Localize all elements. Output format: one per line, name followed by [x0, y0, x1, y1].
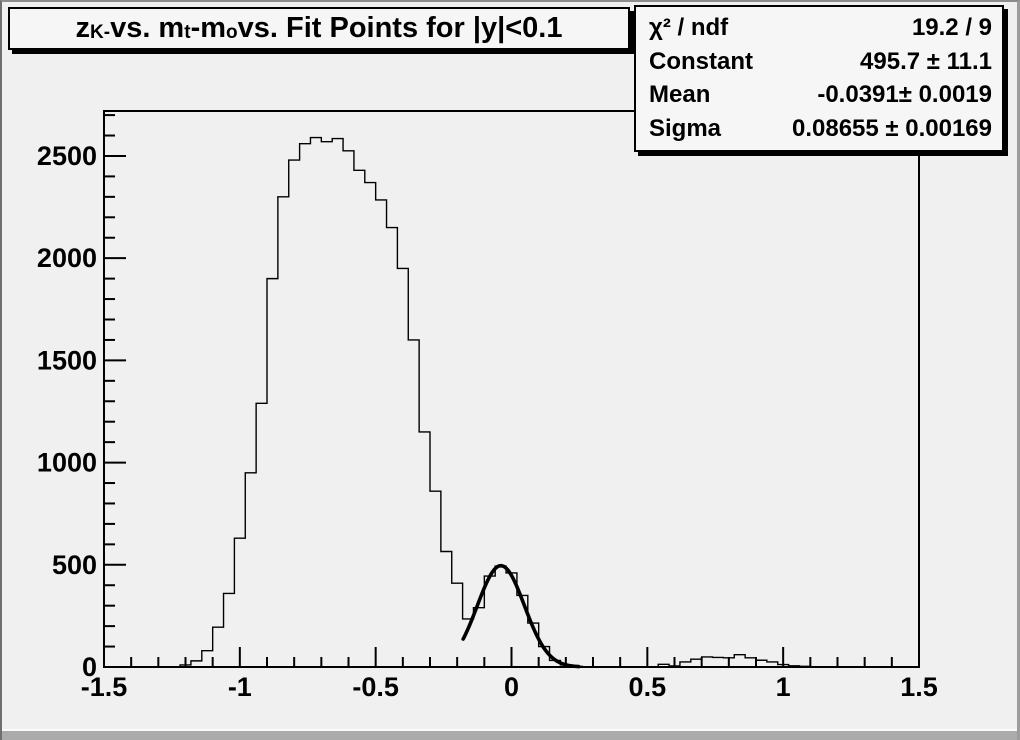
x-tick-label: -0.5 [352, 672, 399, 702]
y-tick-label: 2000 [37, 243, 97, 273]
gaussian-fit-curve [461, 563, 581, 669]
x-tick-label: 1 [776, 672, 791, 702]
x-tick-label: 1.5 [900, 672, 938, 702]
fit-stats-box: χ² / ndf 19.2 / 9 Constant 495.7 ± 11.1 … [634, 5, 1004, 152]
stats-value: 19.2 / 9 [911, 13, 992, 41]
y-tick-label: 2500 [37, 141, 97, 171]
stats-value: 495.7 ± 11.1 [860, 47, 992, 75]
stats-row-chi2: χ² / ndf 19.2 / 9 [649, 13, 992, 41]
title-text-part: vs. m [110, 12, 185, 44]
stats-row-sigma: Sigma 0.08655 ± 0.00169 [649, 117, 992, 141]
title-text-part: vs. Fit Points for |y|<0.1 [237, 12, 563, 44]
window-bottom-border [2, 729, 1017, 740]
title-text-part: -m [190, 12, 227, 44]
y-tick-label: 1500 [37, 345, 97, 375]
y-tick-label: 0 [82, 652, 97, 682]
stats-value: -0.0391± 0.0019 [817, 81, 992, 109]
title-subscript: o [226, 21, 238, 43]
x-tick-label: -1.5 [81, 672, 128, 702]
stats-label: Mean [649, 81, 711, 109]
x-tick-label: -1 [228, 672, 252, 702]
plot-frame [103, 110, 920, 668]
stats-label: χ² / ndf [649, 13, 729, 41]
stats-row-constant: Constant 495.7 ± 11.1 [649, 47, 992, 75]
stats-label: Sigma [649, 115, 722, 143]
histogram-line [104, 136, 919, 668]
title-subscript: t [184, 21, 191, 43]
stats-value: 0.08655 ± 0.00169 [791, 115, 992, 143]
x-tick-label: 0.5 [629, 672, 667, 702]
y-tick-label: 1000 [37, 448, 97, 478]
x-tick-label: 0 [504, 672, 519, 702]
histogram-title-box: z K- vs. m t -m o vs. Fit Points for |y|<0.1 [8, 7, 630, 50]
title-subscript: K- [90, 21, 111, 43]
y-tick-label: 500 [52, 550, 97, 580]
title-text-part: z [75, 12, 91, 44]
stats-row-mean: Mean -0.0391± 0.0019 [649, 83, 992, 107]
stats-label: Constant [649, 47, 753, 75]
